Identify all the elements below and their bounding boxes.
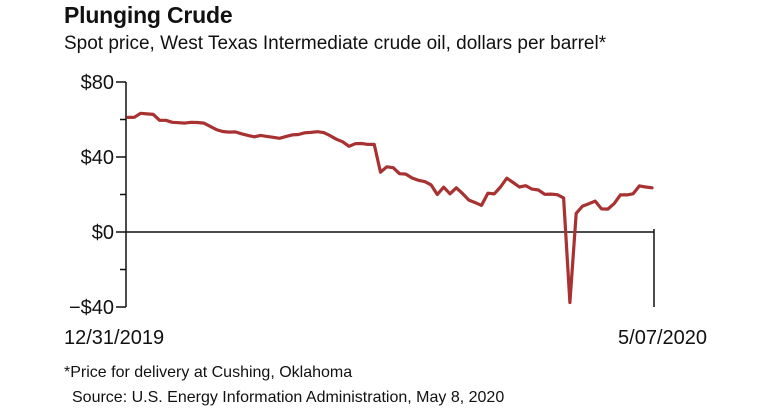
chart-subtitle: Spot price, West Texas Intermediate crud… [64, 33, 607, 54]
y-tick-label: $40 [81, 147, 114, 169]
x-tick-label-end: 5/07/2020 [618, 327, 707, 349]
y-axis-ticks [116, 81, 126, 308]
footnote: *Price for delivery at Cushing, Oklahoma [64, 364, 353, 381]
source-note: Source: U.S. Energy Information Administ… [72, 389, 505, 406]
y-tick-label: $80 [81, 72, 114, 94]
chart-title: Plunging Crude [64, 2, 233, 28]
price-series-line [126, 111, 654, 305]
x-tick-label-start: 12/31/2019 [64, 327, 164, 349]
y-axis-tick-labels: $80 $40 $0 −$40 [69, 72, 114, 319]
y-tick-label: −$40 [69, 297, 114, 319]
y-tick-label: $0 [92, 222, 114, 244]
